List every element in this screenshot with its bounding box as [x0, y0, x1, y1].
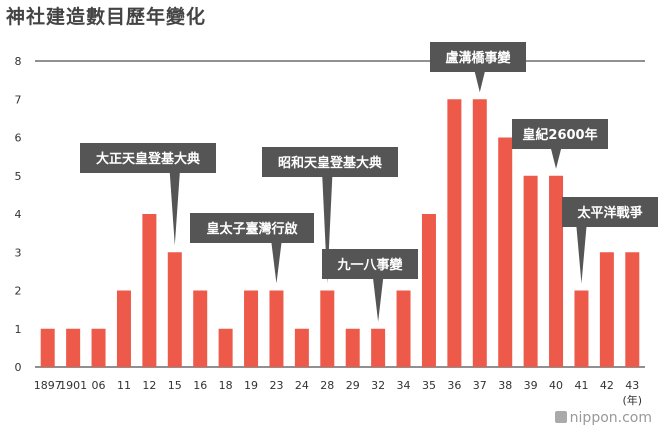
callout-box	[190, 213, 314, 243]
x-tick-label: 16	[193, 379, 207, 392]
callout-pointer	[576, 227, 587, 284]
y-axis: 0 1 2 3 4 5 6 7 8	[15, 55, 645, 374]
bar-40	[549, 175, 564, 367]
x-tick-label: 15	[168, 379, 182, 392]
bar-24	[294, 328, 309, 367]
chart-title: 神社建造數目歷年變化	[6, 6, 207, 28]
bar-16	[193, 290, 208, 367]
logo-icon	[554, 411, 567, 423]
x-tick-label: 42	[600, 379, 614, 392]
callout-box	[80, 143, 216, 173]
callout: 昭和天皇登基大典	[262, 147, 398, 284]
bar-37	[472, 99, 487, 367]
x-tick-label: 28	[320, 379, 334, 392]
x-tick-label: 23	[269, 379, 283, 392]
bar-43	[625, 252, 640, 367]
callout-box	[262, 147, 398, 177]
x-tick-label: 32	[371, 379, 385, 392]
bar-41	[574, 290, 589, 367]
x-tick-label: 40	[549, 379, 563, 392]
x-tick-label: 18	[219, 379, 233, 392]
callout-box	[430, 42, 526, 72]
bar-23	[269, 290, 284, 367]
y-tick-label: 6	[15, 132, 22, 145]
callout-pointer	[169, 173, 180, 246]
callout-box	[322, 249, 418, 279]
bar-1897	[40, 328, 55, 367]
bar-06	[91, 328, 106, 367]
bar-39	[523, 175, 538, 367]
callout-pointer	[551, 149, 562, 169]
callout: 皇太子臺灣行啟	[190, 213, 314, 284]
y-tick-label: 3	[15, 246, 22, 259]
x-tick-label: 11	[117, 379, 131, 392]
callout-box	[512, 119, 608, 149]
y-tick-label: 0	[15, 361, 22, 374]
nippon-logo: nippon.com	[554, 410, 652, 426]
callout-label: 太平洋戰爭	[576, 205, 642, 221]
x-tick-label: 29	[346, 379, 360, 392]
callout: 皇紀2600年	[512, 119, 608, 169]
bar-34	[396, 290, 411, 367]
callout-label: 盧溝橋事變	[445, 50, 511, 66]
callout-label: 昭和天皇登基大典	[278, 155, 382, 171]
callout-label: 皇太子臺灣行啟	[206, 221, 298, 237]
x-tick-label: 1901	[59, 379, 87, 392]
x-tick-label: 06	[92, 379, 106, 392]
callout: 盧溝橋事變	[430, 42, 526, 93]
bar-1901	[66, 328, 81, 367]
y-tick-label: 2	[15, 285, 22, 298]
y-tick-label: 1	[15, 323, 22, 336]
callout-pointer	[474, 72, 485, 93]
callout-box	[562, 197, 658, 227]
callout: 大正天皇登基大典	[80, 143, 216, 246]
x-tick-label: 35	[422, 379, 436, 392]
callout-label: 大正天皇登基大典	[96, 151, 200, 167]
callout-pointer	[322, 177, 333, 284]
bar-38	[498, 137, 513, 367]
y-tick-label: 8	[15, 55, 22, 68]
callout-label: 九一八事變	[336, 257, 403, 273]
callout-pointer	[271, 243, 282, 284]
callout-label: 皇紀2600年	[522, 127, 597, 143]
bar-28	[320, 290, 335, 367]
x-unit-label: (年)	[622, 393, 642, 407]
x-tick-label: 43	[625, 379, 639, 392]
x-tick-label: 24	[295, 379, 309, 392]
x-tick-label: 41	[574, 379, 588, 392]
bar-32	[371, 328, 386, 367]
y-tick-label: 5	[15, 170, 22, 183]
bar-11	[116, 290, 131, 367]
y-tick-label: 7	[15, 93, 22, 106]
x-tick-label: 1897	[34, 379, 62, 392]
bar-15	[167, 252, 182, 367]
callout-pointer	[373, 279, 384, 322]
x-tick-label: 38	[498, 379, 512, 392]
bar-12	[142, 214, 157, 367]
bar-18	[218, 328, 233, 367]
x-tick-label: 39	[524, 379, 538, 392]
x-tick-label: 19	[244, 379, 258, 392]
x-tick-label: 36	[447, 379, 461, 392]
logo-text: nippon.com	[569, 410, 652, 426]
bar-42	[599, 252, 614, 367]
x-tick-label: 37	[473, 379, 487, 392]
callout: 太平洋戰爭	[562, 197, 658, 284]
bar-19	[244, 290, 259, 367]
bar-35	[421, 214, 436, 367]
bars	[40, 99, 640, 367]
bar-36	[447, 99, 462, 367]
y-tick-label: 4	[15, 208, 22, 221]
x-tick-label: 12	[142, 379, 156, 392]
callout: 九一八事變	[322, 249, 418, 322]
bar-29	[345, 328, 360, 367]
x-tick-label: 34	[397, 379, 411, 392]
